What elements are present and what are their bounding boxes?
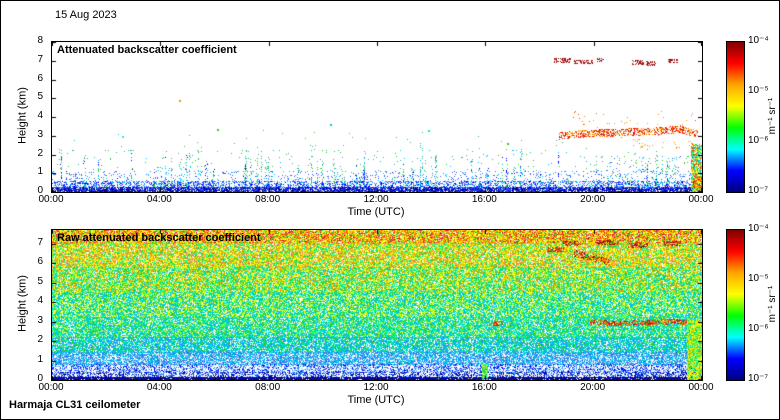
colorbar-tick-label: 10⁻⁷ xyxy=(748,185,769,196)
plot-area-backscatter: Attenuated backscatter coefficient xyxy=(51,41,703,193)
colorbar-tick-label: 10⁻⁶ xyxy=(748,323,769,334)
colorbar-tick-label: 10⁻⁷ xyxy=(748,373,769,384)
x-tick-label: 00:00 xyxy=(688,194,714,205)
x-tick-label: 00:00 xyxy=(688,382,714,393)
colorbar-top xyxy=(726,41,745,193)
date-label: 15 Aug 2023 xyxy=(55,9,117,21)
x-tick-label: 00:00 xyxy=(38,194,64,205)
y-tick-label: 1 xyxy=(37,353,43,365)
y-tick-label: 1 xyxy=(37,166,43,178)
x-tick-label: 04:00 xyxy=(146,194,172,205)
y-tick-label: 8 xyxy=(37,35,43,46)
y-tick-label: 5 xyxy=(37,275,43,287)
colorbar-bottom xyxy=(726,229,745,381)
colorbar-tick-label: 10⁻⁵ xyxy=(748,85,769,96)
y-tick-label: 7 xyxy=(37,53,43,65)
colorbar-tick-label: 10⁻⁴ xyxy=(748,35,769,46)
y-tick-label: 4 xyxy=(37,295,43,307)
y-tick-label: 0 xyxy=(37,373,43,384)
x-axis-label-top: Time (UTC) xyxy=(347,206,405,218)
y-tick-label: 2 xyxy=(37,147,43,159)
y-tick-label: 6 xyxy=(37,256,43,268)
y-tick-label: 3 xyxy=(37,128,43,140)
x-tick-label: 20:00 xyxy=(580,382,606,393)
y-tick-label: 6 xyxy=(37,72,43,84)
colorbar-tick-label: 10⁻⁵ xyxy=(748,273,769,284)
x-tick-label: 20:00 xyxy=(580,194,606,205)
plot-title-backscatter: Attenuated backscatter coefficient xyxy=(57,44,237,56)
instrument-label: Harmaja CL31 ceilometer xyxy=(9,399,141,411)
plot-title-raw-backscatter: Raw attenuated backscatter coefficient xyxy=(57,232,261,244)
x-tick-label: 12:00 xyxy=(363,382,389,393)
y-tick-label: 2 xyxy=(37,334,43,346)
x-tick-label: 16:00 xyxy=(471,194,497,205)
y-tick-label: 0 xyxy=(37,185,43,196)
x-tick-label: 08:00 xyxy=(255,194,281,205)
raw-backscatter-heatmap xyxy=(52,230,702,380)
y-tick-label: 7 xyxy=(37,236,43,248)
x-tick-label: 08:00 xyxy=(255,382,281,393)
colorbar-tick-label: 10⁻⁴ xyxy=(748,223,769,234)
x-tick-label: 04:00 xyxy=(146,382,172,393)
x-tick-label: 16:00 xyxy=(471,382,497,393)
y-tick-label: 4 xyxy=(37,110,43,121)
plot-area-raw-backscatter: Raw attenuated backscatter coefficient xyxy=(51,229,703,381)
y-tick-label: 3 xyxy=(37,314,43,326)
y-tick-label: 5 xyxy=(37,91,43,103)
backscatter-heatmap xyxy=(52,42,702,192)
colorbar-tick-label: 10⁻⁶ xyxy=(748,135,769,146)
x-axis-label-bottom: Time (UTC) xyxy=(347,394,405,406)
x-tick-label: 12:00 xyxy=(363,194,389,205)
x-tick-label: 00:00 xyxy=(38,382,64,393)
